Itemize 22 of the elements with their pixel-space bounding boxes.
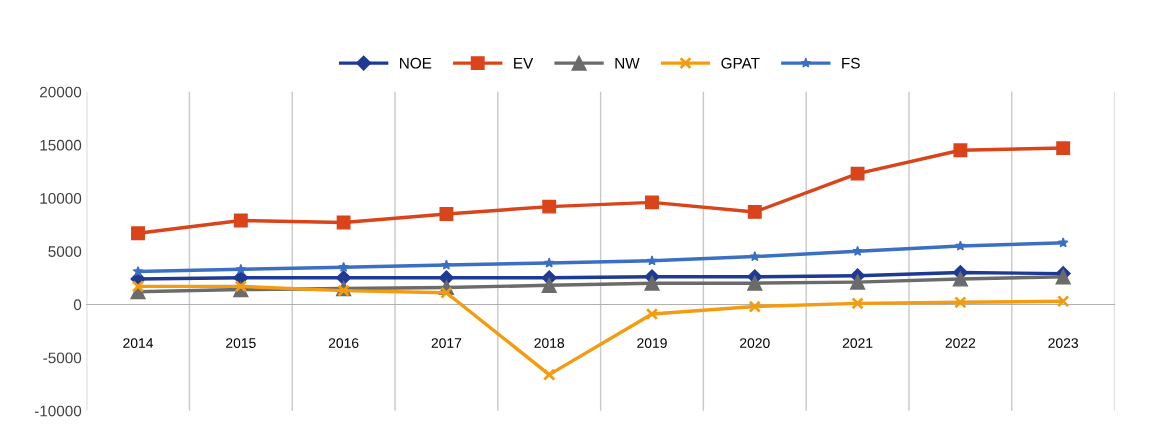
x-tick-label: 2023 — [1048, 338, 1079, 348]
x-tick-label: 2021 — [842, 338, 873, 348]
y-tick-label: 15000 — [40, 139, 82, 151]
y-tick-label: -10000 — [34, 405, 82, 417]
y-tick-label: 20000 — [40, 86, 82, 98]
y-tick-label: 5000 — [48, 246, 82, 257]
y-tick-label: 10000 — [40, 192, 82, 204]
y-tick-label: 0 — [73, 299, 82, 311]
x-tick-label: 2020 — [740, 338, 770, 348]
x-tick-label: 2016 — [328, 338, 359, 348]
y-tick-label: -5000 — [43, 352, 82, 364]
x-tick-label: 2019 — [637, 338, 667, 348]
x-tick-label: 2022 — [945, 338, 976, 348]
legend-label: FS — [842, 57, 860, 69]
legend-label: EV — [514, 57, 534, 69]
legend-label: NOE — [400, 57, 432, 69]
x-tick-label: 2015 — [226, 338, 256, 348]
x-tick-label: 2018 — [534, 338, 565, 348]
legend-label: GPAT — [721, 57, 760, 69]
x-tick-label: 2014 — [123, 338, 154, 348]
x-tick-label: 2017 — [431, 338, 462, 348]
legend-label: NW — [615, 57, 640, 69]
